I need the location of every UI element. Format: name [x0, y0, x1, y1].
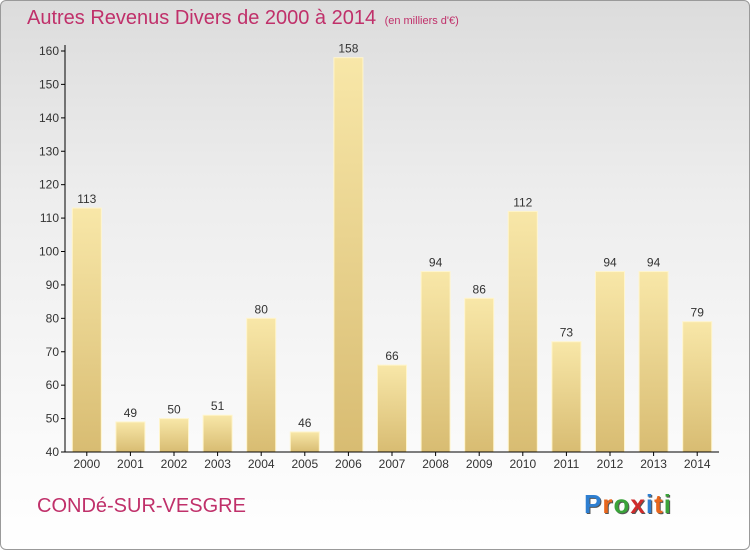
- data-label-2000: 113: [77, 192, 96, 206]
- bar-2004: [246, 317, 277, 453]
- bar-2007: [377, 364, 407, 453]
- bar-2010: [507, 210, 538, 453]
- brand-letter: o: [613, 489, 631, 519]
- data-label-2008: 94: [429, 256, 443, 270]
- data-label-2013: 94: [647, 256, 661, 270]
- bar-2013: [638, 271, 669, 453]
- data-label-2002: 50: [167, 403, 181, 417]
- data-label-2010: 112: [513, 195, 532, 209]
- data-label-2006: 158: [338, 42, 358, 56]
- brand-logo: Proxiti: [584, 489, 672, 520]
- data-label-2004: 80: [255, 302, 269, 316]
- bar-2000: [71, 207, 102, 453]
- data-label-2001: 49: [124, 406, 138, 420]
- y-tick-label: 80: [46, 311, 60, 325]
- data-label-2007: 66: [385, 349, 399, 363]
- x-tick-label-2000: 2000: [73, 457, 100, 471]
- chart-title: Autres Revenus Divers de 2000 à 2014: [27, 7, 377, 29]
- bar-2006: [333, 57, 364, 453]
- data-label-2009: 86: [473, 282, 487, 296]
- y-tick-label: 160: [39, 44, 59, 58]
- bar-2003: [202, 414, 233, 453]
- bar-2005: [289, 431, 320, 453]
- y-tick-label: 100: [39, 245, 59, 259]
- y-tick-label: 140: [39, 111, 59, 125]
- y-tick-label: 150: [39, 77, 59, 91]
- x-tick-label-2014: 2014: [684, 457, 711, 471]
- bar-2009: [464, 297, 495, 453]
- brand-letter: r: [602, 489, 614, 519]
- data-label-2014: 79: [691, 306, 705, 320]
- y-tick-label: 120: [39, 178, 59, 192]
- y-tick-label: 110: [40, 211, 59, 225]
- x-tick-label-2012: 2012: [597, 457, 624, 471]
- brand-letter: i: [663, 489, 672, 519]
- y-tick-label: 60: [46, 378, 60, 392]
- brand-letter: i: [645, 489, 655, 519]
- y-tick-label: 130: [39, 144, 59, 158]
- y-tick-label: 50: [46, 412, 60, 426]
- data-label-2005: 46: [298, 416, 312, 430]
- x-tick-label-2008: 2008: [422, 457, 449, 471]
- y-tick-label: 40: [46, 445, 60, 459]
- x-tick-label-2011: 2011: [553, 457, 579, 471]
- y-tick-label: 90: [46, 278, 60, 292]
- brand-letter: x: [630, 489, 646, 519]
- x-tick-label-2002: 2002: [161, 457, 188, 471]
- data-label-2011: 73: [560, 326, 574, 340]
- location-label: CONDé-SUR-VESGRE: [37, 495, 246, 517]
- chart-subtitle: (en milliers d'€): [384, 15, 459, 27]
- x-tick-label-2003: 2003: [204, 457, 231, 471]
- x-tick-label-2009: 2009: [466, 457, 493, 471]
- x-tick-label-2001: 2001: [117, 457, 144, 471]
- y-tick-label: 70: [46, 345, 60, 359]
- bar-2001: [115, 421, 146, 453]
- x-tick-label-2010: 2010: [509, 457, 536, 471]
- bar-2008: [420, 271, 451, 453]
- x-tick-label-2005: 2005: [291, 457, 318, 471]
- brand-letter: t: [654, 489, 664, 519]
- bar-2012: [595, 271, 625, 453]
- data-label-2003: 51: [211, 399, 225, 413]
- data-label-2012: 94: [603, 256, 617, 270]
- chart-title-block: Autres Revenus Divers de 2000 à 2014 (en…: [27, 7, 459, 30]
- bar-2002: [159, 418, 189, 453]
- x-tick-label-2004: 2004: [248, 457, 275, 471]
- x-tick-label-2013: 2013: [640, 457, 667, 471]
- x-tick-label-2007: 2007: [379, 457, 406, 471]
- bar-2014: [682, 321, 713, 453]
- brand-letter: P: [584, 489, 603, 519]
- x-tick-label-2006: 2006: [335, 457, 362, 471]
- bar-2011: [551, 341, 582, 453]
